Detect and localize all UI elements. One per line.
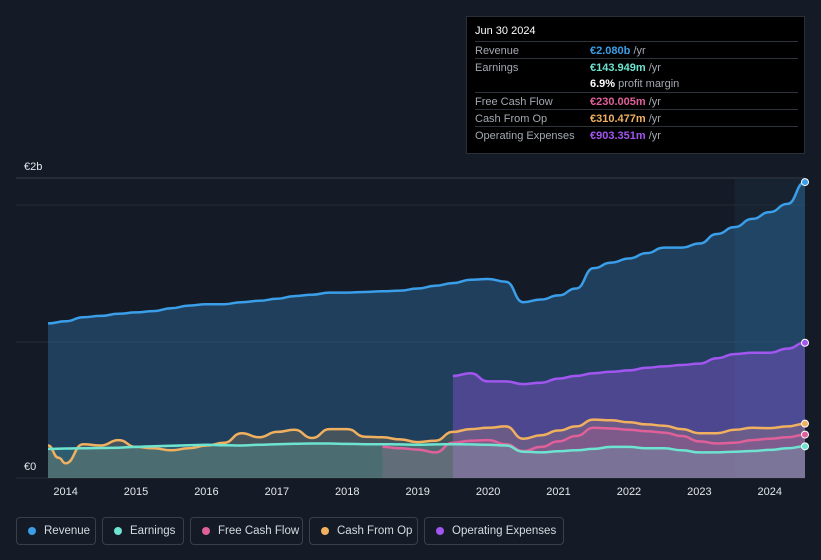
line-free-cash-flow bbox=[382, 426, 806, 454]
tooltip-label: Revenue bbox=[475, 45, 520, 57]
x-tick-label: 2019 bbox=[405, 486, 429, 498]
tooltip-profit-margin: 6.9% profit margin bbox=[590, 78, 680, 90]
x-tick-label: 2021 bbox=[546, 486, 570, 498]
x-tick-label: 2022 bbox=[617, 486, 641, 498]
tooltip-row-opex: Operating Expenses €903.351m /yr bbox=[475, 126, 798, 143]
x-tick-label: 2024 bbox=[758, 486, 782, 498]
x-tick-label: 2015 bbox=[124, 486, 148, 498]
y-tick-label-zero: €0 bbox=[24, 461, 36, 473]
end-dot-revenue bbox=[801, 178, 809, 187]
legend-dot bbox=[202, 527, 210, 535]
area-earnings bbox=[48, 443, 805, 478]
x-tick-label: 2017 bbox=[265, 486, 289, 498]
series-lines bbox=[47, 180, 806, 465]
legend-dot bbox=[114, 527, 122, 535]
legend-label: Free Cash Flow bbox=[218, 525, 300, 537]
grid bbox=[16, 177, 805, 479]
y-tick-label-top: €2b bbox=[24, 161, 42, 173]
legend-label: Earnings bbox=[130, 525, 176, 537]
legend-dot bbox=[321, 527, 329, 535]
area-revenue bbox=[48, 182, 805, 478]
legend-item-free-cash-flow[interactable]: Free Cash Flow bbox=[190, 517, 303, 545]
x-tick-label: 2016 bbox=[194, 486, 218, 498]
tooltip-value: €2.080b /yr bbox=[590, 45, 646, 57]
legend-dot bbox=[436, 527, 444, 535]
line-operating-expenses bbox=[452, 341, 806, 386]
tooltip-row-cfo: Cash From Op €310.477m /yr bbox=[475, 109, 798, 126]
x-tick-label: 2023 bbox=[687, 486, 711, 498]
tooltip-label: Earnings bbox=[475, 62, 519, 74]
tooltip-value: €143.949m /yr bbox=[590, 62, 661, 74]
line-revenue bbox=[47, 180, 806, 325]
chart: €2b €0 2014 2015 2016 2017 2018 2019 2020 2021 2… bbox=[16, 161, 809, 498]
legend-label: Revenue bbox=[44, 525, 91, 537]
legend-item-cash-from-op[interactable]: Cash From Op bbox=[309, 517, 418, 545]
area-cash-from-op bbox=[48, 419, 805, 478]
series-end-dots bbox=[801, 178, 809, 451]
line-earnings bbox=[47, 442, 806, 454]
tooltip-row-revenue: Revenue €2.080b /yr bbox=[475, 41, 798, 58]
legend-label: Operating Expenses bbox=[452, 525, 557, 537]
tooltip-label: Cash From Op bbox=[475, 113, 548, 125]
tooltip: Jun 30 2024 Revenue €2.080b /yr Earnings… bbox=[466, 16, 805, 154]
tooltip-label: Operating Expenses bbox=[475, 130, 575, 142]
x-tick-label: 2014 bbox=[53, 486, 77, 498]
end-dot-operating-expenses bbox=[801, 338, 809, 347]
tooltip-date: Jun 30 2024 bbox=[475, 25, 536, 37]
legend-label: Cash From Op bbox=[337, 525, 413, 537]
tooltip-label: Free Cash Flow bbox=[475, 96, 553, 108]
legend-item-revenue[interactable]: Revenue bbox=[16, 517, 96, 545]
x-tick-label: 2018 bbox=[335, 486, 359, 498]
end-dot-free-cash-flow bbox=[801, 430, 809, 439]
end-dot-cash-from-op bbox=[801, 419, 809, 428]
axes: €2b €0 2014 2015 2016 2017 2018 2019 2020 2021 2… bbox=[24, 161, 782, 498]
tooltip-value: €903.351m /yr bbox=[590, 130, 661, 142]
tooltip-row-fcf: Free Cash Flow €230.005m /yr bbox=[475, 92, 798, 109]
end-dot-earnings bbox=[801, 442, 809, 451]
series-areas bbox=[48, 182, 805, 478]
line-cash-from-op bbox=[47, 418, 806, 465]
x-tick-label: 2020 bbox=[476, 486, 500, 498]
tooltip-row-earnings: Earnings €143.949m /yr bbox=[475, 58, 798, 75]
tooltip-value: €310.477m /yr bbox=[590, 113, 661, 125]
legend-item-earnings[interactable]: Earnings bbox=[102, 517, 184, 545]
legend-item-operating-expenses[interactable]: Operating Expenses bbox=[424, 517, 564, 545]
legend-dot bbox=[28, 527, 36, 535]
tooltip-value: €230.005m /yr bbox=[590, 96, 661, 108]
